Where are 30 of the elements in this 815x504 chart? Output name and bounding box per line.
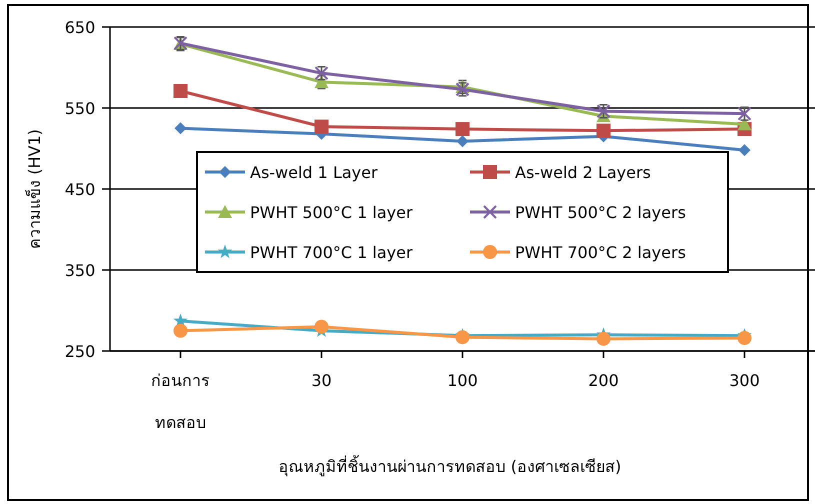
legend-label: PWHT 500°C 2 layers	[515, 203, 686, 222]
category-label: ก่อนการ ทดสอบ	[151, 371, 210, 432]
point	[314, 120, 328, 134]
point	[314, 320, 328, 334]
point	[596, 124, 610, 138]
point	[174, 122, 186, 134]
point	[456, 330, 470, 344]
legend-label: PWHT 700°C 2 layers	[515, 243, 686, 262]
legend-label: PWHT 500°C 1 layer	[250, 203, 413, 222]
y-tick-label: 450	[64, 180, 96, 199]
x-tick-label: 100	[447, 371, 478, 390]
point	[174, 324, 188, 338]
legend-label: PWHT 700°C 1 layer	[250, 243, 413, 262]
x-axis-title: อุณหภูมิที่ชิ้นงานผ่านการทดสอบ (องศาเซลเซียส)	[278, 455, 622, 477]
point	[174, 84, 188, 98]
x-tick-label: 30	[311, 371, 332, 390]
x-tick-label: 200	[588, 371, 619, 390]
y-tick-label: 550	[64, 99, 96, 118]
legend-label: As-weld 1 Layer	[250, 163, 378, 182]
point	[738, 331, 752, 346]
point	[456, 135, 468, 148]
y-tick-label: 250	[64, 342, 96, 361]
y-axis-title: ความแข็ง (HV1)	[24, 129, 44, 249]
legend-label: As-weld 2 Layers	[515, 163, 651, 182]
y-tick-label: 350	[64, 261, 96, 280]
point	[456, 122, 470, 136]
point	[596, 332, 610, 346]
y-tick-label: 650	[64, 18, 96, 37]
point	[738, 144, 750, 156]
x-tick-label: 300	[729, 371, 760, 390]
